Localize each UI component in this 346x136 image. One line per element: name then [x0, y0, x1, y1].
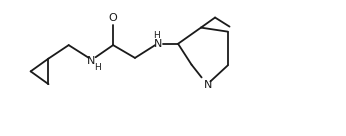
Text: H: H [94, 64, 101, 72]
Text: N: N [204, 80, 212, 90]
Text: H: H [153, 30, 160, 40]
Text: N: N [87, 56, 95, 66]
Text: N: N [154, 39, 162, 49]
Text: O: O [109, 13, 118, 23]
